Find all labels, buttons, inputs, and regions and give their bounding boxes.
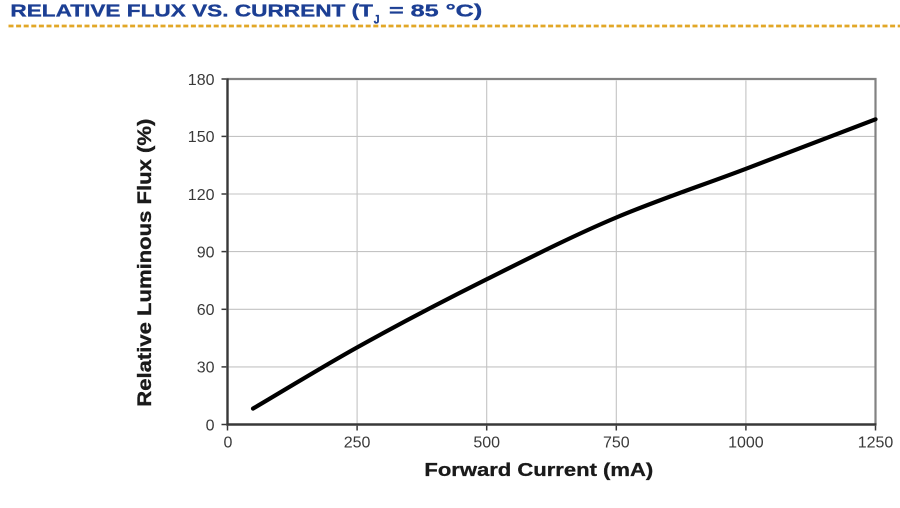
svg-text:= 85 °C): = 85 °C)	[389, 0, 482, 20]
svg-text:0: 0	[206, 417, 215, 434]
svg-text:Forward Current (mA): Forward Current (mA)	[424, 460, 653, 480]
svg-text:250: 250	[344, 434, 371, 451]
svg-text:0: 0	[224, 434, 233, 451]
svg-text:1000: 1000	[728, 434, 764, 451]
svg-text:Relative Luminous Flux (%): Relative Luminous Flux (%)	[134, 119, 156, 407]
svg-text:500: 500	[473, 434, 500, 451]
svg-text:750: 750	[603, 434, 630, 451]
svg-text:150: 150	[188, 129, 215, 146]
svg-text:30: 30	[197, 360, 215, 377]
svg-text:J: J	[374, 12, 380, 26]
svg-text:90: 90	[197, 244, 215, 261]
svg-text:RELATIVE FLUX VS. CURRENT (T: RELATIVE FLUX VS. CURRENT (T	[10, 0, 373, 20]
svg-text:180: 180	[188, 72, 215, 89]
svg-text:120: 120	[188, 187, 215, 204]
svg-text:1250: 1250	[858, 434, 894, 451]
svg-text:60: 60	[197, 302, 215, 319]
